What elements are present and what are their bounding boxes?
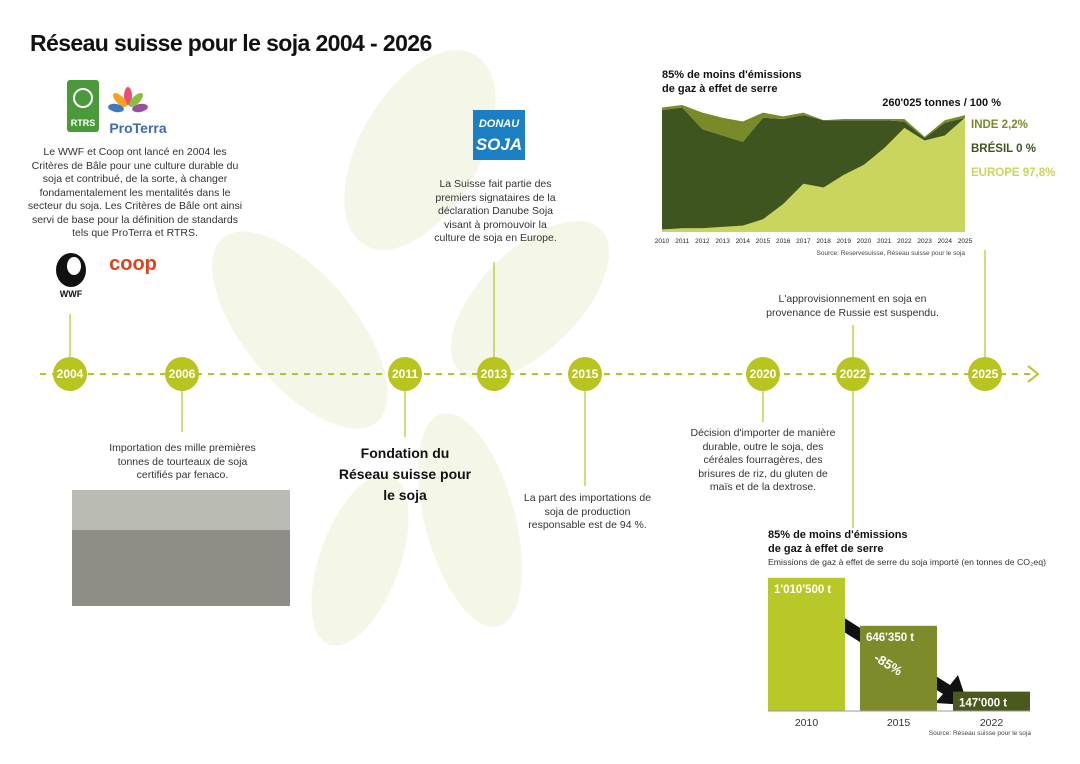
x-tick-label: 2019 [837, 238, 852, 245]
source: Source: Réseau suisse pour le soja [929, 730, 1032, 737]
chart-title: de gaz à effet de serre [662, 83, 778, 95]
source: Source: Reservesuisse, Réseau suisse pou… [817, 250, 966, 257]
event-text: Fondation du Réseau suisse pour le soja [338, 445, 472, 503]
page-title: Réseau suisse pour le soja 2004 - 2026 [30, 30, 432, 56]
legend-label: EUROPE 97,8% [971, 167, 1055, 179]
x-tick-label: 2013 [715, 238, 730, 245]
x-tick-label: 2022 [980, 717, 1004, 729]
x-tick-label: 2015 [756, 238, 771, 245]
proterra-flower [108, 87, 148, 113]
soja-text: SOJA [476, 135, 522, 154]
chart-title: 85% de moins d'émissions [662, 69, 802, 81]
x-tick-label: 2011 [675, 238, 689, 245]
year-label: 2020 [750, 367, 777, 381]
x-tick-label: 2020 [857, 238, 872, 245]
coop-logo: coop [109, 253, 157, 275]
x-tick-label: 2024 [938, 238, 953, 245]
legend-label: INDE 2,2% [971, 119, 1028, 131]
x-tick-label: 2022 [897, 238, 912, 245]
rtrs-icon [73, 88, 93, 108]
year-marker [165, 357, 199, 391]
year-label: 2015 [572, 367, 599, 381]
value-label: 147'000 t [959, 698, 1007, 710]
bar [860, 625, 937, 711]
x-tick-label: 2025 [958, 238, 973, 245]
event-text: La Suisse fait partie des premiers signa… [434, 178, 557, 244]
area [662, 105, 965, 142]
wwf-text: WWF [60, 289, 83, 299]
chart-title: 85% de moins d'émissions [768, 529, 908, 541]
year-marker [53, 357, 87, 391]
year-marker [388, 357, 422, 391]
wwf-panda [56, 253, 86, 287]
year-label: 2004 [57, 367, 84, 381]
event-text: Le WWF et Coop ont lancé en 2004 les Cri… [27, 146, 243, 239]
x-tick-label: 2016 [776, 238, 791, 245]
area [662, 117, 965, 232]
year-label: 2006 [169, 367, 196, 381]
bar [768, 577, 845, 711]
annotation: 260'025 tonnes / 100 % [882, 97, 1001, 109]
x-tick-label: 2017 [796, 238, 811, 245]
year-marker [568, 357, 602, 391]
donau-logo [473, 110, 525, 160]
x-tick-label: 2021 [877, 238, 892, 245]
rtrs-text: RTRS [71, 118, 96, 128]
x-tick-label: 2010 [655, 238, 670, 245]
event-text: Décision d'importer de manière durable, … [690, 427, 836, 493]
year-marker [746, 357, 780, 391]
donau-text: DONAU [479, 118, 520, 130]
photo-sky [72, 490, 290, 530]
x-tick-label: 2018 [816, 238, 831, 245]
event-text: La part des importations de soja de prod… [523, 492, 652, 531]
x-tick-label: 2015 [887, 717, 911, 729]
chart-subtitle: Emissions de gaz à effet de serre du soj… [768, 557, 1046, 567]
legend-label: BRÉSIL 0 % [971, 142, 1036, 155]
timeline-arrow [1027, 365, 1040, 383]
year-label: 2013 [481, 367, 508, 381]
value-label: 646'350 t [866, 632, 914, 644]
year-marker [968, 357, 1002, 391]
year-marker [836, 357, 870, 391]
event-text: L'approvisionnement en soja en provenanc… [766, 293, 939, 319]
year-label: 2011 [392, 367, 418, 381]
leaf-background [212, 50, 610, 646]
x-tick-label: 2012 [695, 238, 710, 245]
x-tick-label: 2014 [736, 238, 751, 245]
chart-title: de gaz à effet de serre [768, 543, 884, 555]
year-marker [477, 357, 511, 391]
year-label: 2025 [972, 367, 999, 381]
year-label: 2022 [840, 367, 867, 381]
area [662, 107, 965, 230]
proterra-text: ProTerra [109, 120, 167, 136]
value-label: 1'010'500 t [774, 584, 831, 596]
bar [953, 691, 1030, 711]
event-text: Importation des mille premières tonnes d… [109, 442, 256, 481]
x-tick-label: 2023 [917, 238, 932, 245]
x-tick-label: 2010 [795, 717, 819, 729]
